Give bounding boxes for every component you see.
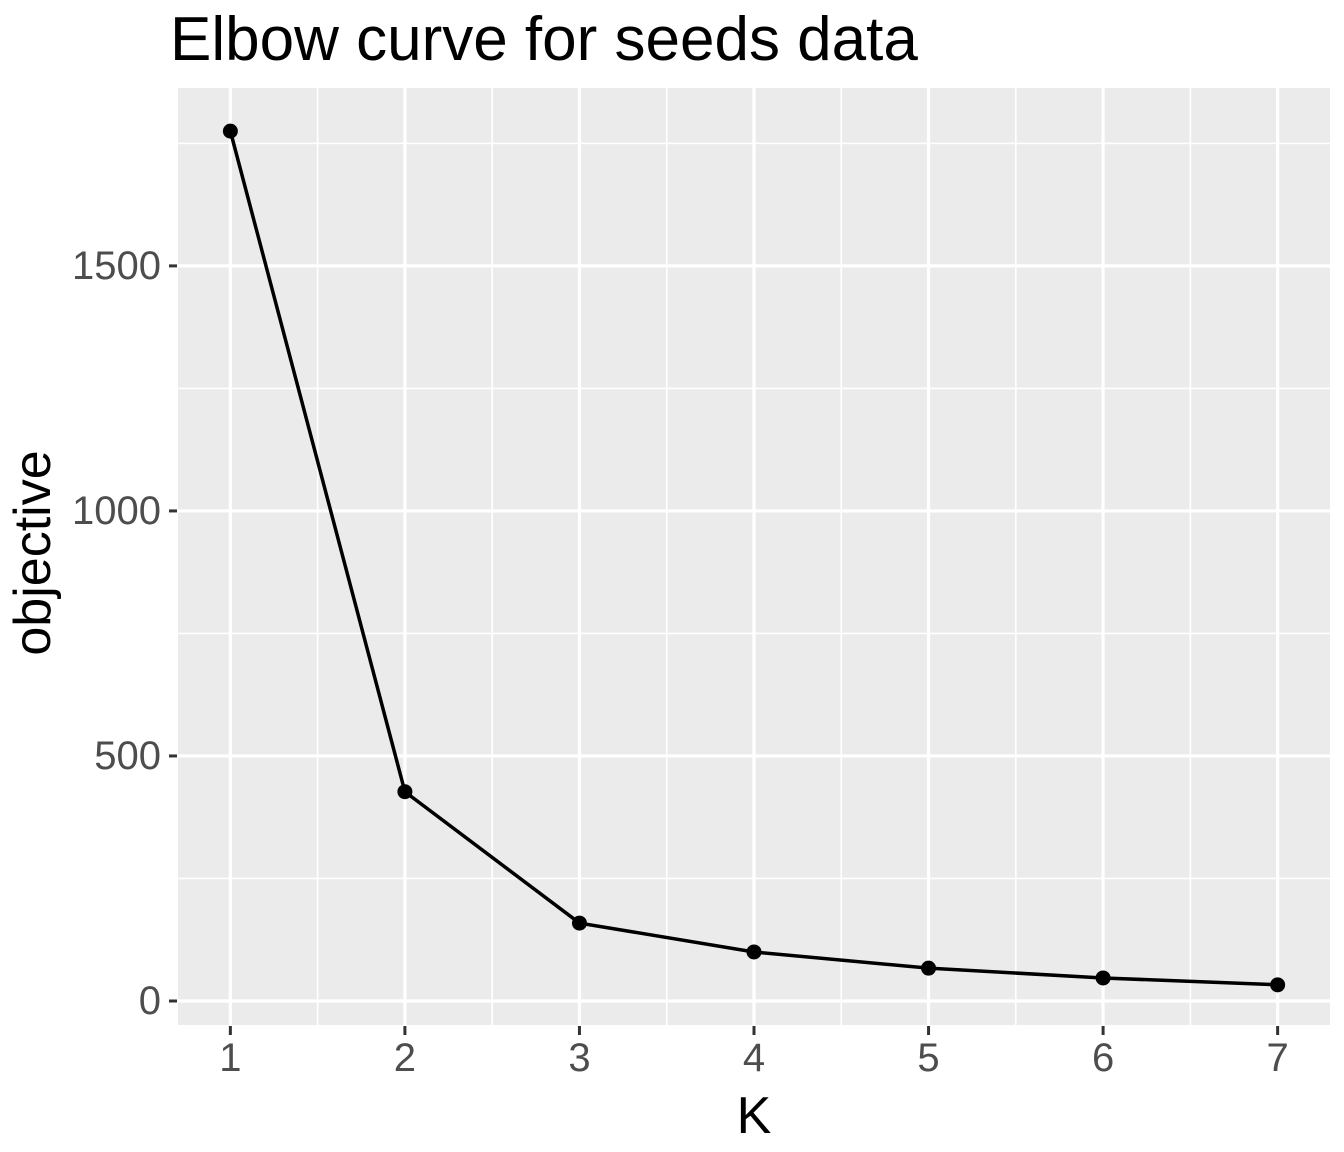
data-point-k7	[1270, 977, 1286, 993]
data-point-k1	[222, 123, 238, 139]
chart-title: Elbow curve for seeds data	[170, 5, 918, 74]
data-point-k4	[746, 944, 762, 960]
x-tick-label: 7	[1266, 1036, 1289, 1080]
y-tick-label: 1000	[72, 488, 161, 533]
x-tick-label: 4	[742, 1036, 766, 1080]
y-tick-label: 500	[94, 733, 161, 778]
y-tick-label: 0	[138, 978, 161, 1023]
y-tick-label: 1500	[72, 243, 161, 288]
y-axis-label: objective	[4, 450, 62, 656]
x-tick-label: 2	[393, 1036, 417, 1080]
data-point-k6	[1095, 970, 1111, 986]
x-tick-label: 5	[917, 1036, 940, 1080]
x-tick-label: 6	[1091, 1036, 1115, 1080]
data-point-k2	[397, 784, 413, 800]
x-axis-label: K	[736, 1087, 772, 1145]
x-tick-label: 3	[568, 1036, 591, 1080]
x-tick-label: 1	[219, 1036, 242, 1080]
data-point-k5	[921, 960, 937, 976]
data-point-k3	[571, 915, 587, 931]
